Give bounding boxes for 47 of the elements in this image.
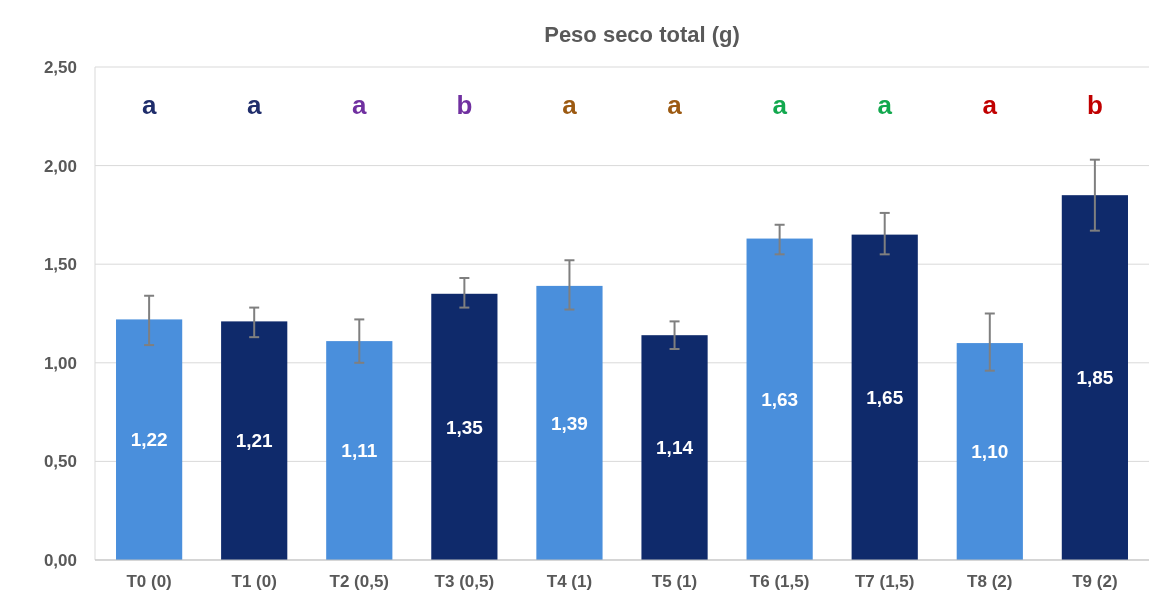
- chart-title: Peso seco total (g): [544, 22, 740, 47]
- bar: [641, 335, 708, 560]
- data-label: 1,39: [550, 412, 588, 434]
- data-label: 1,85: [1076, 367, 1114, 389]
- data-label: 1,63: [761, 388, 799, 410]
- annotation: a: [667, 90, 683, 121]
- annotation: a: [772, 90, 788, 121]
- data-label: 1,35: [445, 416, 484, 438]
- bar: [221, 321, 288, 560]
- y-tick-label: 2,50: [43, 57, 77, 77]
- x-tick-label: T0 (0): [126, 572, 172, 591]
- annotation: a: [562, 90, 578, 121]
- x-tick-label: T8 (2): [967, 572, 1013, 591]
- data-label: 1,10: [971, 441, 1009, 463]
- annotation: b: [1086, 90, 1103, 121]
- y-tick-label: 1,50: [43, 255, 77, 275]
- data-label: 1,21: [235, 430, 274, 452]
- x-tick-label: T1 (0): [231, 572, 277, 591]
- data-label: 1,65: [866, 386, 904, 408]
- annotation: a: [982, 90, 998, 121]
- bar: [431, 293, 498, 560]
- x-tick-label: T7 (1,5): [854, 572, 915, 591]
- y-tick-label: 1,00: [43, 353, 77, 373]
- data-label: 1,11: [341, 440, 378, 462]
- y-tick-label: 0,50: [43, 452, 77, 472]
- bar: [746, 238, 813, 560]
- x-tick-label: T2 (0,5): [329, 572, 390, 591]
- x-tick-label: T3 (0,5): [434, 572, 495, 591]
- x-tick-label: T5 (1): [651, 572, 698, 591]
- annotation: a: [877, 90, 893, 121]
- y-tick-label: 2,00: [43, 156, 77, 176]
- bar: [326, 341, 393, 560]
- x-tick-label: T9 (2): [1072, 572, 1118, 591]
- annotation: a: [141, 90, 157, 121]
- data-label: 1,22: [130, 429, 168, 451]
- bar: [956, 343, 1023, 560]
- data-label: 1,14: [656, 437, 694, 459]
- bar: [536, 285, 603, 560]
- bar: [1061, 195, 1128, 560]
- x-tick-label: T4 (1): [546, 572, 593, 591]
- bar: [851, 234, 918, 560]
- annotation: a: [352, 90, 368, 121]
- annotation: b: [456, 90, 473, 121]
- annotation: a: [246, 90, 262, 121]
- y-tick-label: 0,00: [43, 550, 77, 570]
- bar: [116, 319, 183, 560]
- x-tick-label: T6 (1,5): [749, 572, 810, 591]
